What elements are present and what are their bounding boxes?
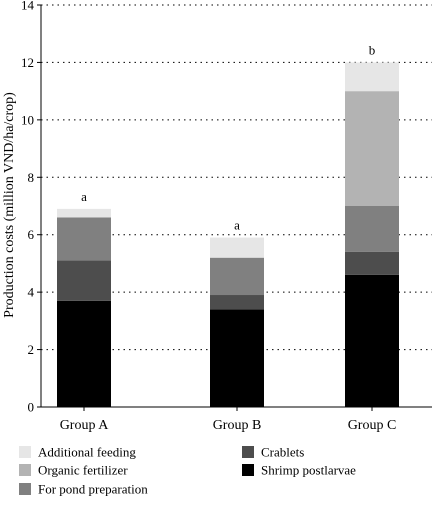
y-tick-label: 6: [28, 227, 35, 242]
legend: Additional feeding Organic fertilizer For …: [19, 445, 356, 497]
bars: a a b: [57, 42, 399, 407]
bar-segment-crablets: [57, 260, 111, 301]
y-tick-label: 12: [21, 55, 34, 70]
bar-segment-shrimp-postlarvae: [210, 309, 264, 407]
category-label: Group B: [213, 418, 262, 433]
y-tick-label: 10: [21, 112, 34, 127]
bar-segment-additional-feeding: [345, 62, 399, 92]
bar-segment-for-pond-preparation: [57, 217, 111, 261]
significance-label: b: [369, 42, 376, 57]
axes: 0 2 4 6 8 10 12 14 Group A Group B Group C: [21, 0, 432, 433]
bar-segment-crablets: [210, 295, 264, 310]
bar-segment-organic-fertilizer: [345, 91, 399, 206]
bar-segment-for-pond-preparation: [345, 206, 399, 252]
category-label: Group A: [60, 418, 110, 433]
legend-label: Additional feeding: [38, 445, 136, 460]
legend-swatch: [19, 483, 31, 495]
bar-segment-for-pond-preparation: [210, 257, 264, 296]
bar-segment-additional-feeding: [57, 208, 111, 218]
y-axis-label: Production costs (million VND/ha/crop): [2, 92, 17, 318]
legend-label: For pond preparation: [38, 482, 148, 497]
bar-segment-additional-feeding: [210, 237, 264, 258]
legend-label: Shrimp postlarvae: [261, 463, 356, 478]
significance-label: a: [81, 189, 87, 204]
y-tick-label: 8: [28, 170, 35, 185]
legend-label: Organic fertilizer: [38, 463, 128, 478]
legend-label: Crablets: [261, 445, 304, 460]
bar-segment-shrimp-postlarvae: [345, 274, 399, 407]
bar-segment-crablets: [345, 251, 399, 275]
bar-segment-shrimp-postlarvae: [57, 300, 111, 407]
y-tick-label: 4: [28, 285, 35, 300]
legend-swatch: [19, 446, 31, 458]
significance-label: a: [234, 218, 240, 233]
legend-swatch: [242, 464, 254, 476]
y-tick-label: 2: [28, 342, 35, 357]
legend-swatch: [19, 464, 31, 476]
y-tick-label: 0: [28, 400, 35, 415]
legend-swatch: [242, 446, 254, 458]
category-label: Group C: [348, 418, 397, 433]
y-tick-label: 14: [21, 0, 35, 13]
